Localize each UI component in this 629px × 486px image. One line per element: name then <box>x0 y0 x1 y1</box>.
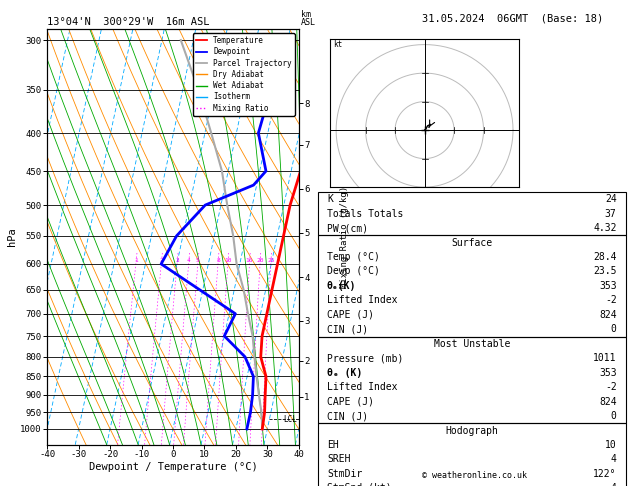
Text: Lifted Index: Lifted Index <box>327 382 398 392</box>
Text: ASL: ASL <box>301 17 316 27</box>
Text: 20: 20 <box>257 259 264 263</box>
Text: kt: kt <box>333 40 342 50</box>
Text: 4: 4 <box>611 454 616 465</box>
Text: 5: 5 <box>196 259 200 263</box>
Bar <box>318 192 626 235</box>
Text: © weatheronline.co.uk: © weatheronline.co.uk <box>423 471 527 480</box>
Text: 37: 37 <box>605 208 616 219</box>
Bar <box>318 423 626 486</box>
Text: K: K <box>327 194 333 204</box>
Text: 0: 0 <box>611 324 616 334</box>
Text: Hodograph: Hodograph <box>445 426 498 435</box>
Bar <box>318 337 626 423</box>
Legend: Temperature, Dewpoint, Parcel Trajectory, Dry Adiabat, Wet Adiabat, Isotherm, Mi: Temperature, Dewpoint, Parcel Trajectory… <box>192 33 295 116</box>
Text: 10: 10 <box>224 259 231 263</box>
Text: -2: -2 <box>605 295 616 305</box>
Text: -2: -2 <box>605 382 616 392</box>
Bar <box>318 235 626 337</box>
Text: 2: 2 <box>160 259 163 263</box>
Text: km: km <box>301 10 311 19</box>
Text: 122°: 122° <box>593 469 616 479</box>
Text: CAPE (J): CAPE (J) <box>327 310 374 320</box>
Text: θₑ(K): θₑ(K) <box>327 281 356 291</box>
Text: Temp (°C): Temp (°C) <box>327 252 380 262</box>
Text: 31.05.2024  06GMT  (Base: 18): 31.05.2024 06GMT (Base: 18) <box>422 13 603 23</box>
Text: 28.4: 28.4 <box>593 252 616 262</box>
Text: 10: 10 <box>605 440 616 450</box>
Text: Surface: Surface <box>451 238 493 247</box>
Text: 24: 24 <box>605 194 616 204</box>
Text: 824: 824 <box>599 310 616 320</box>
Text: θₑ (K): θₑ (K) <box>327 368 362 378</box>
Text: 353: 353 <box>599 281 616 291</box>
Text: Most Unstable: Most Unstable <box>433 339 510 349</box>
Text: 353: 353 <box>599 368 616 378</box>
Text: 4.32: 4.32 <box>593 223 616 233</box>
X-axis label: Dewpoint / Temperature (°C): Dewpoint / Temperature (°C) <box>89 462 257 472</box>
Text: CAPE (J): CAPE (J) <box>327 397 374 407</box>
Text: Pressure (mb): Pressure (mb) <box>327 353 403 363</box>
Y-axis label: hPa: hPa <box>8 227 18 246</box>
Text: 16: 16 <box>246 259 253 263</box>
Text: CIN (J): CIN (J) <box>327 324 368 334</box>
Text: LCL: LCL <box>283 415 298 424</box>
Text: 8: 8 <box>216 259 220 263</box>
Text: 4: 4 <box>187 259 191 263</box>
Text: 4: 4 <box>611 484 616 486</box>
Text: StmSpd (kt): StmSpd (kt) <box>327 484 391 486</box>
Text: CIN (J): CIN (J) <box>327 411 368 421</box>
Text: Dewp (°C): Dewp (°C) <box>327 266 380 277</box>
Text: 824: 824 <box>599 397 616 407</box>
Text: Totals Totals: Totals Totals <box>327 208 403 219</box>
Text: 25: 25 <box>267 259 275 263</box>
Text: Lifted Index: Lifted Index <box>327 295 398 305</box>
Y-axis label: Mixing Ratio (g/kg): Mixing Ratio (g/kg) <box>340 186 349 288</box>
Text: 0: 0 <box>611 411 616 421</box>
Text: StmDir: StmDir <box>327 469 362 479</box>
Text: SREH: SREH <box>327 454 350 465</box>
Text: 1: 1 <box>134 259 138 263</box>
Text: EH: EH <box>327 440 338 450</box>
Text: PW (cm): PW (cm) <box>327 223 368 233</box>
Text: 3: 3 <box>175 259 179 263</box>
Text: 13°04'N  300°29'W  16m ASL: 13°04'N 300°29'W 16m ASL <box>47 17 209 27</box>
Text: 23.5: 23.5 <box>593 266 616 277</box>
Text: 1011: 1011 <box>593 353 616 363</box>
